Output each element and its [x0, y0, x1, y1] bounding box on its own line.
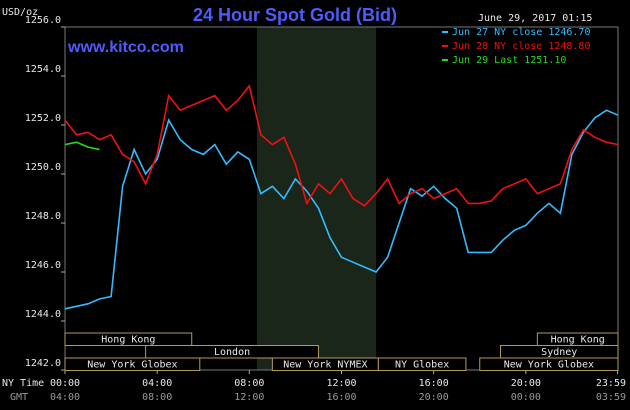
session-box [64, 357, 201, 371]
chart-title: 24 Hour Spot Gold (Bid) [193, 5, 397, 25]
session-label: NY Globex [395, 360, 449, 371]
x-row-label: NY Time [2, 378, 44, 389]
x2-tick-label: 04:00 [50, 392, 80, 403]
session-box [536, 332, 619, 346]
session-label: New York NYMEX [283, 360, 367, 371]
session-label: Sydney [541, 347, 577, 358]
series-line [64, 141, 100, 151]
x-tick-label: 04:00 [142, 378, 172, 389]
x-tick-label: 23:59 [596, 378, 626, 389]
session-label: Hong Kong [101, 335, 155, 346]
y-tick-label: 1250.0 [25, 162, 61, 173]
session-label: New York Globex [504, 360, 594, 371]
x-tick-label: 08:00 [234, 378, 264, 389]
y-tick-label: 1254.0 [25, 64, 61, 75]
y-tick-label: 1246.0 [25, 260, 61, 271]
x2-row-label: GMT [10, 392, 28, 403]
x-tick-label: 16:00 [419, 378, 449, 389]
timestamp: June 29, 2017 01:15 [478, 13, 592, 24]
y-axis-label: USD/oz [2, 7, 38, 18]
legend-label: Jun 28 NY close 1248.80 [452, 41, 590, 52]
series-line [64, 83, 619, 207]
y-tick-label: 1256.0 [25, 15, 61, 26]
y-tick-label: 1252.0 [25, 113, 61, 124]
y-tick-label: 1242.0 [25, 358, 61, 369]
x-tick-label: 00:00 [50, 378, 80, 389]
x2-tick-label: 03:59 [596, 392, 626, 403]
session-box [479, 357, 619, 371]
x2-tick-label: 08:00 [142, 392, 172, 403]
x2-tick-label: 12:00 [234, 392, 264, 403]
legend-label: Jun 29 Last 1251.10 [452, 55, 566, 66]
legend-label: Jun 27 NY close 1246.70 [452, 27, 590, 38]
website: www.kitco.com [67, 39, 184, 56]
x2-tick-label: 16:00 [326, 392, 356, 403]
session-box [377, 357, 467, 371]
session-label: New York Globex [87, 360, 177, 371]
session-box [145, 345, 319, 359]
x2-tick-label: 00:00 [511, 392, 541, 403]
series-line [64, 109, 619, 310]
x-tick-label: 20:00 [511, 378, 541, 389]
session-label: Hong Kong [551, 335, 605, 346]
session-shade [256, 27, 377, 370]
y-tick-label: 1244.0 [25, 309, 61, 320]
x2-tick-label: 20:00 [419, 392, 449, 403]
session-label: London [214, 347, 250, 358]
x-tick-label: 12:00 [326, 378, 356, 389]
session-box [64, 332, 193, 346]
y-tick-label: 1248.0 [25, 211, 61, 222]
